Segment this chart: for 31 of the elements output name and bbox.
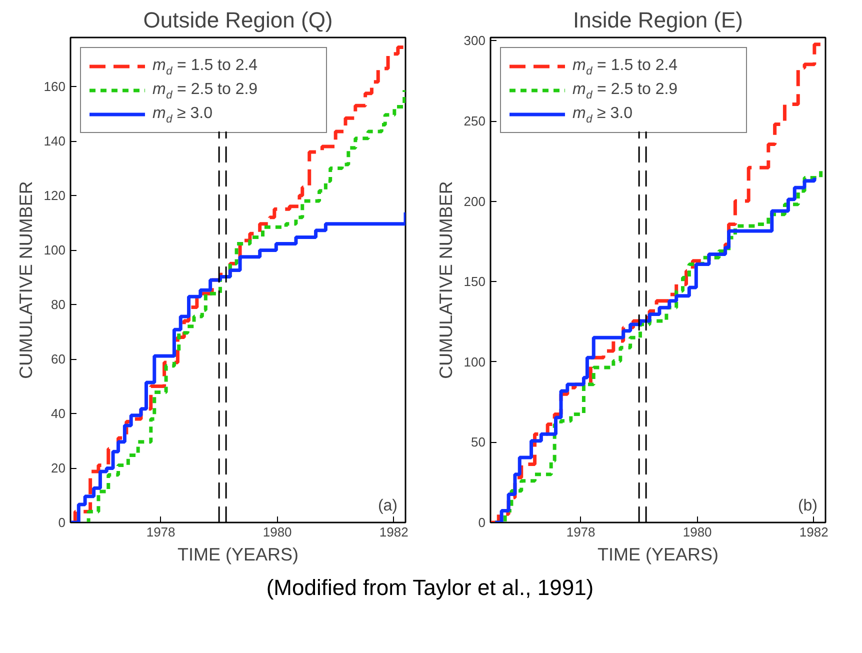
annotation: (a) [378, 498, 398, 514]
y-tick-label: 250 [464, 114, 486, 129]
y-tick-label: 100 [44, 242, 66, 258]
annotation: (b) [798, 498, 818, 514]
y-tick-label: 140 [44, 134, 66, 149]
y-tick-label: 150 [464, 274, 486, 290]
x-tick-label: 1982 [799, 524, 828, 540]
y-tick-label: 80 [51, 297, 66, 312]
chart-title: Inside Region (E) [573, 8, 743, 32]
y-tick-label: 160 [44, 79, 66, 94]
y-tick-label: 0 [478, 515, 486, 530]
chart-title: Outside Region (Q) [143, 8, 333, 32]
x-tick-label: 1980 [262, 524, 292, 540]
y-tick-label: 50 [471, 434, 486, 450]
text: (Modified from Taylor et al., 1991) [266, 574, 594, 602]
x-tick-label: 1978 [146, 524, 176, 540]
x-tick-label: 1978 [566, 524, 596, 540]
y-tick-label: 0 [58, 515, 66, 530]
x-tick-label: 1980 [682, 524, 712, 540]
y-axis-title: CUMULATIVE NUMBER [16, 181, 36, 379]
x-axis-title: TIME (YEARS) [597, 544, 719, 564]
y-tick-label: 120 [44, 188, 66, 204]
y-tick-label: 300 [464, 33, 486, 48]
x-axis-title: TIME (YEARS) [177, 544, 299, 564]
y-tick-label: 100 [464, 354, 486, 370]
x-tick-label: 1982 [379, 524, 408, 540]
y-tick-label: 60 [51, 352, 66, 367]
y-axis-title: CUMULATIVE NUMBER [436, 181, 456, 379]
y-tick-label: 40 [51, 406, 66, 422]
y-tick-label: 200 [464, 194, 486, 209]
y-tick-label: 20 [51, 460, 66, 476]
